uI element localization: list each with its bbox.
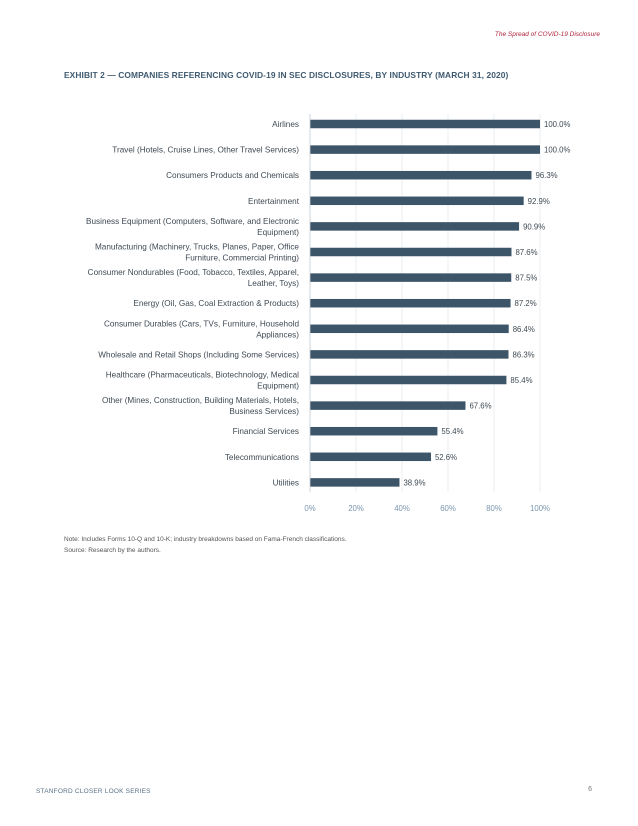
category-label-9: Wholesale and Retail Shops (Including So…: [98, 350, 299, 359]
value-label-7: 87.2%: [515, 299, 537, 308]
footer-series: STANFORD CLOSER LOOK SERIES: [36, 788, 151, 795]
bar-7: [310, 298, 511, 308]
x-tick-label-5: 100%: [530, 504, 550, 513]
bar-10: [310, 375, 507, 385]
value-label-1: 100.0%: [544, 146, 571, 155]
bar-2: [310, 170, 532, 180]
note-text: Note: Includes Forms 10-Q and 10-K; indu…: [64, 536, 347, 543]
bar-13: [310, 452, 431, 462]
x-tick-label-2: 40%: [394, 504, 410, 513]
value-label-8: 86.4%: [513, 325, 535, 334]
bar-4: [310, 222, 520, 231]
x-tick-label-1: 20%: [348, 504, 364, 513]
value-label-11: 67.6%: [469, 402, 491, 411]
chart-notes: Note: Includes Forms 10-Q and 10-K; indu…: [64, 534, 347, 556]
bar-8: [310, 324, 509, 334]
exhibit-title: EXHIBIT 2 — COMPANIES REFERENCING COVID-…: [64, 70, 509, 80]
category-label-7: Energy (Oil, Gas, Coal Extraction & Prod…: [133, 299, 299, 308]
category-label-12: Financial Services: [233, 427, 299, 436]
category-label-13: Telecommunications: [225, 453, 299, 462]
bar-12: [310, 426, 438, 436]
bar-0: [310, 119, 540, 129]
bar-3: [310, 196, 524, 206]
category-label-10: Healthcare (Pharmaceuticals, Biotechnolo…: [106, 371, 300, 391]
x-tick-label-3: 60%: [440, 504, 456, 513]
page-number: 6: [588, 786, 592, 793]
value-label-14: 38.9%: [403, 478, 425, 487]
x-tick-label-4: 80%: [486, 504, 502, 513]
value-label-13: 52.6%: [435, 453, 457, 462]
value-label-12: 55.4%: [441, 427, 463, 436]
category-label-14: Utilities: [273, 478, 299, 487]
category-label-11: Other (Mines, Construction, Building Mat…: [102, 396, 299, 416]
x-tick-label-0: 0%: [304, 504, 315, 513]
value-label-2: 96.3%: [535, 171, 557, 180]
category-label-4: Business Equipment (Computers, Software,…: [86, 217, 299, 237]
bar-6: [310, 273, 512, 282]
value-label-5: 87.6%: [515, 248, 537, 257]
bar-5: [310, 247, 512, 257]
category-label-6: Consumer Nondurables (Food, Tobacco, Tex…: [88, 268, 300, 288]
value-label-9: 86.3%: [512, 350, 534, 359]
value-label-10: 85.4%: [510, 376, 532, 385]
value-label-6: 87.5%: [515, 274, 537, 283]
value-label-3: 92.9%: [528, 197, 550, 206]
bar-1: [310, 145, 540, 154]
bar-11: [310, 401, 466, 410]
category-label-2: Consumers Products and Chemicals: [166, 171, 299, 180]
bar-9: [310, 350, 509, 359]
category-label-8: Consumer Durables (Cars, TVs, Furniture,…: [104, 319, 300, 339]
category-label-3: Entertainment: [248, 197, 300, 206]
value-label-4: 90.9%: [523, 222, 545, 231]
category-label-1: Travel (Hotels, Cruise Lines, Other Trav…: [112, 146, 299, 155]
bar-14: [310, 478, 400, 487]
category-label-5: Manufacturing (Machinery, Trucks, Planes…: [95, 243, 299, 263]
source-text: Source: Research by the authors.: [64, 547, 161, 554]
value-label-0: 100.0%: [544, 120, 571, 129]
category-label-0: Airlines: [272, 120, 299, 129]
running-header: The Spread of COVID-19 Disclosure: [494, 31, 600, 38]
